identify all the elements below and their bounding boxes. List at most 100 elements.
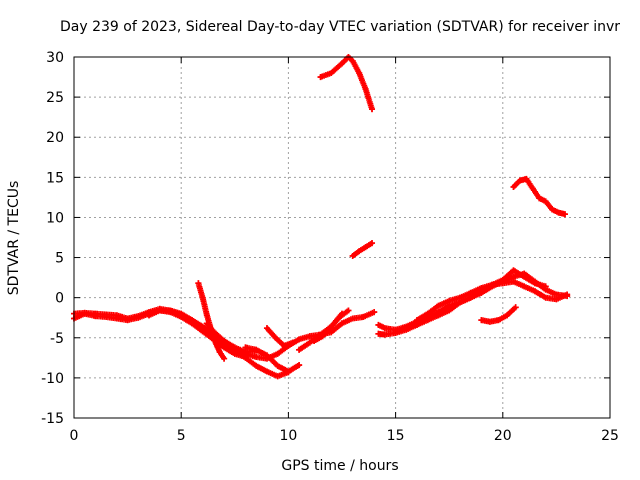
data-point	[375, 321, 382, 328]
y-tick-label: -15	[41, 411, 64, 427]
series-arc-6	[242, 344, 303, 375]
data-point	[199, 325, 206, 332]
data-point	[369, 240, 376, 247]
data-point	[349, 252, 356, 259]
data-point	[289, 339, 296, 346]
data-point	[221, 337, 228, 344]
x-tick-label: 25	[601, 428, 619, 444]
data-point	[135, 314, 142, 321]
data-point	[328, 70, 335, 77]
x-tick-label: 10	[279, 428, 297, 444]
data-point	[435, 302, 442, 309]
data-point	[362, 244, 369, 251]
data-point	[414, 317, 421, 324]
data-point	[553, 296, 560, 303]
data-point	[392, 326, 399, 333]
data-point	[531, 280, 538, 287]
data-point	[435, 309, 442, 316]
data-point	[521, 273, 528, 280]
data-point	[274, 362, 281, 369]
data-point	[510, 183, 517, 190]
data-point	[339, 60, 345, 67]
series-arc-14	[414, 278, 571, 324]
chart-title: Day 239 of 2023, Sidereal Day-to-day VTE…	[60, 19, 620, 35]
x-axis-label: GPS time / hours	[281, 458, 398, 474]
data-point	[212, 339, 219, 346]
data-point	[542, 198, 549, 205]
series-arc-13	[375, 267, 549, 333]
y-tick-label: 25	[46, 90, 64, 106]
data-point	[375, 330, 382, 337]
data-point	[195, 280, 202, 287]
data-point	[478, 317, 485, 324]
data-point	[263, 352, 270, 359]
data-point	[253, 354, 260, 361]
data-point	[345, 307, 352, 314]
data-point	[203, 320, 210, 327]
y-tick-label: 20	[46, 130, 64, 146]
data-point	[188, 317, 195, 324]
data-point	[555, 209, 562, 216]
data-point	[349, 58, 356, 65]
y-tick-label: -10	[41, 371, 64, 387]
data-point	[512, 304, 519, 311]
y-axis-label: SDTVAR / TECUs	[6, 181, 22, 296]
data-point	[510, 278, 517, 285]
data-point	[81, 310, 88, 317]
series-arc-path	[195, 280, 228, 362]
y-tick-label: 30	[46, 50, 64, 66]
data-point	[285, 368, 292, 375]
data-point	[306, 333, 313, 340]
x-tick-label: 5	[177, 428, 186, 444]
y-tick-label: 10	[46, 210, 64, 226]
data-point	[542, 294, 549, 301]
grid-lines	[74, 57, 610, 418]
data-point	[167, 308, 174, 315]
series-arc-path	[317, 54, 375, 113]
series-arc-11	[349, 240, 376, 259]
data-point	[542, 283, 549, 290]
data-point	[156, 307, 163, 314]
data-point	[356, 70, 363, 77]
data-point	[523, 175, 530, 182]
data-point	[199, 294, 206, 301]
data-point	[231, 344, 238, 351]
series-arc-9	[311, 307, 352, 344]
data-point	[531, 288, 538, 295]
y-tick-label: 0	[55, 291, 64, 307]
data-point	[92, 313, 99, 320]
series-arc-4	[195, 280, 228, 362]
data-point	[381, 331, 388, 338]
data-point	[495, 317, 502, 324]
data-point	[124, 317, 131, 324]
data-point	[516, 177, 523, 184]
data-point	[499, 280, 506, 287]
data-point	[210, 328, 217, 335]
data-point	[504, 312, 511, 319]
data-point	[478, 285, 485, 292]
data-point	[489, 281, 496, 288]
data-point	[403, 323, 410, 330]
series-arc-15	[478, 304, 519, 325]
data-point	[319, 333, 326, 340]
data-point	[362, 86, 369, 93]
y-tick-label: 15	[46, 170, 64, 186]
axis-ticks: 0 5 10 15 20 25 -15 -10 -5 0 5 10 15 20 25 30	[41, 50, 619, 444]
data-point	[371, 309, 378, 316]
data-point	[339, 320, 345, 327]
data-point	[146, 312, 153, 319]
data-point	[178, 311, 185, 318]
data-point	[253, 362, 260, 369]
data-point	[281, 342, 288, 349]
series-arc-16	[510, 175, 568, 218]
data-points	[71, 54, 571, 380]
data-point	[536, 195, 543, 202]
data-point	[274, 373, 281, 380]
y-tick-label: -5	[50, 331, 64, 347]
data-point	[272, 334, 279, 341]
data-point	[263, 368, 270, 375]
data-point	[317, 74, 324, 81]
data-point	[296, 336, 303, 343]
series-arc-7	[263, 325, 296, 349]
